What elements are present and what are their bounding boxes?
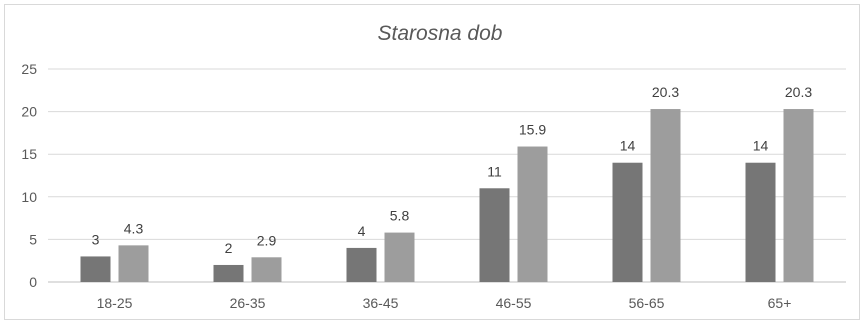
- data-label: 15.9: [519, 122, 546, 138]
- bar: [650, 109, 681, 282]
- bar: [118, 245, 149, 282]
- data-label: 4: [358, 223, 366, 239]
- y-tick-label: 5: [29, 231, 37, 247]
- bar: [612, 162, 643, 282]
- gridlines: [48, 68, 846, 283]
- x-tick-label: 18-25: [97, 295, 133, 311]
- bar: [745, 162, 776, 282]
- data-label: 5.8: [390, 208, 410, 224]
- y-tick-label: 20: [21, 104, 37, 120]
- x-tick-label: 56-65: [629, 295, 665, 311]
- data-label: 4.3: [124, 220, 144, 236]
- bar: [479, 188, 510, 282]
- y-tick-label: 10: [21, 189, 37, 205]
- data-label: 14: [753, 138, 769, 154]
- data-labels: 3 4.3 2 2.9 4 5.8 11 15.9 14 20.3 14 20.3: [92, 84, 813, 256]
- data-label: 3: [92, 231, 100, 247]
- y-tick-label: 15: [21, 146, 37, 162]
- x-tick-label: 26-35: [230, 295, 266, 311]
- x-tick-label: 46-55: [496, 295, 532, 311]
- bar: [251, 257, 282, 282]
- bar: [384, 232, 415, 282]
- data-label: 14: [620, 138, 636, 154]
- data-label: 11: [487, 163, 502, 179]
- x-tick-label: 36-45: [363, 295, 399, 311]
- bars: [80, 109, 814, 282]
- bar: [517, 146, 548, 282]
- y-tick-label: 0: [29, 274, 37, 290]
- data-label: 2.9: [257, 232, 277, 248]
- x-axis-ticks: 18-25 26-35 36-45 46-55 56-65 65+: [97, 295, 792, 311]
- chart-title: Starosna dob: [378, 22, 503, 45]
- data-label: 2: [225, 240, 233, 256]
- data-label: 20.3: [785, 84, 812, 100]
- bar: [346, 247, 377, 282]
- y-tick-label: 25: [21, 61, 37, 77]
- bar: [80, 256, 111, 282]
- x-tick-label: 65+: [768, 295, 792, 311]
- y-axis-ticks: 0 5 10 15 20 25: [21, 61, 37, 290]
- bar: [783, 109, 814, 282]
- data-label: 20.3: [652, 84, 679, 100]
- bar: [213, 264, 244, 282]
